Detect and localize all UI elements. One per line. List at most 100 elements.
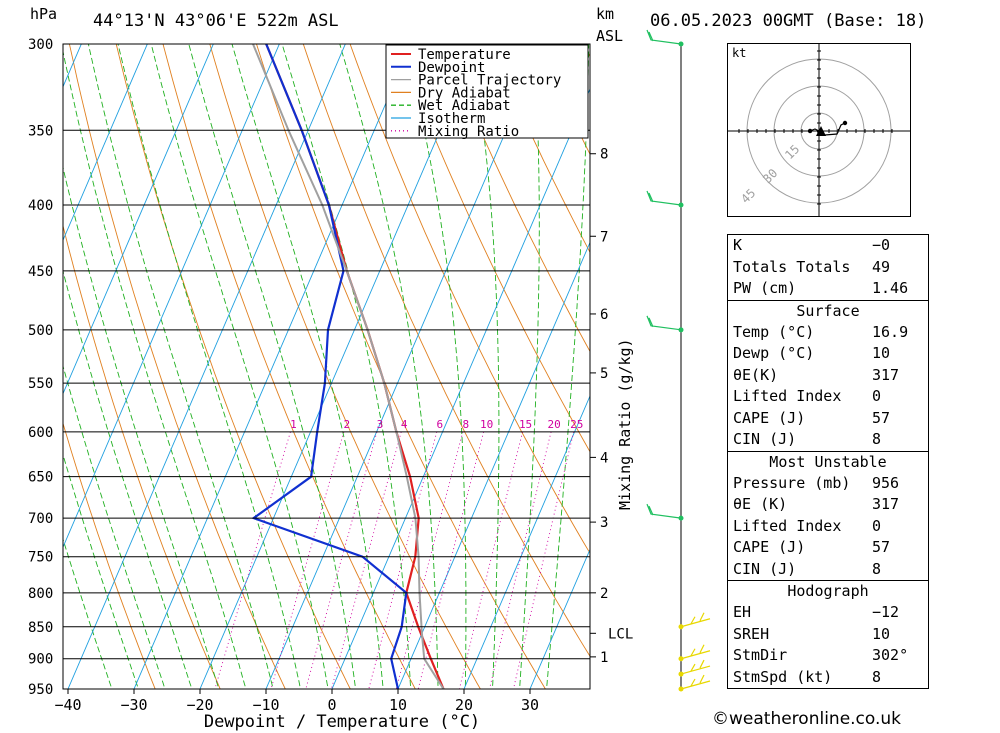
wet-adiabat [117, 44, 302, 689]
dry-adiabat [396, 44, 590, 453]
dry-adiabat [489, 44, 590, 254]
hodograph-ring-label-30: 30 [760, 166, 780, 186]
wind-barb [646, 503, 682, 519]
km-tick-label: 2 [600, 586, 608, 602]
mu-li-label: Lifted Index [733, 516, 842, 535]
pressure-label: 950 [28, 682, 53, 698]
x-tick-label: −10 [252, 696, 279, 714]
x-tick-label: −30 [120, 696, 147, 714]
pressure-label: 650 [28, 470, 53, 486]
dry-adiabat [209, 44, 481, 689]
isotherm [67, 44, 346, 689]
isotherm [63, 44, 280, 549]
wet-adiabat [403, 44, 467, 689]
storm-motion-marker [816, 126, 826, 136]
pressure-label: 700 [28, 511, 53, 527]
mixing-ratio-line [330, 431, 402, 689]
wet-adiabat [63, 269, 193, 689]
legend-label: Wet Adiabat [418, 98, 511, 114]
wet-adiabat [63, 49, 247, 689]
x-tick-label: 30 [521, 696, 539, 714]
legend-label: Isotherm [418, 111, 485, 127]
hodograph-unit: kt [732, 46, 747, 60]
km-unit-label: km [596, 5, 615, 23]
surface-li-label: Lifted Index [733, 387, 842, 405]
legend-label: Temperature [418, 47, 511, 63]
wind-barb [646, 29, 682, 45]
wind-barb [680, 612, 711, 628]
eh-label: EH [733, 603, 752, 621]
pw-label: PW (cm) [733, 279, 797, 297]
stmspd-label: StmSpd (kt) [733, 667, 833, 686]
hodograph-point [807, 128, 813, 134]
mu-theta-label: θE (K) [733, 495, 788, 513]
legend-label: Mixing Ratio [418, 124, 519, 140]
wet-adiabat [63, 453, 139, 689]
km-tick-label: 6 [600, 307, 608, 323]
mixing-ratio-label: 2 [344, 418, 351, 431]
mixing-ratio-line [305, 431, 378, 689]
km-tick-label: 1 [600, 650, 608, 666]
isotherm [529, 548, 590, 689]
mixing-ratio-label: 3 [377, 418, 384, 431]
mu-cin-label: CIN (J) [733, 559, 797, 578]
surface-temp-value: 16.9 [872, 322, 909, 341]
hodograph-trace [809, 122, 846, 136]
surface-temp-label: Temp (°C) [733, 322, 815, 341]
dry-adiabat [302, 44, 590, 658]
surface-cape-label: CAPE (J) [733, 408, 806, 427]
k-index-row: K −0 [728, 235, 928, 257]
x-tick-label: −20 [186, 696, 213, 714]
wind-barb [680, 644, 711, 660]
pressure-label: 750 [28, 550, 53, 566]
hodograph-plot: 15 30 45 [728, 44, 910, 216]
dry-adiabat [443, 44, 590, 353]
wet-adiabat [546, 44, 590, 689]
wind-barb [680, 674, 711, 690]
dry-adiabat [63, 224, 221, 689]
hodograph-title: Hodograph [787, 582, 869, 600]
hodograph-section: Hodograph EH −12 SREH 10 StmDir 302° StmSpd… [728, 580, 928, 688]
totals-label: Totals Totals [733, 257, 851, 276]
wet-adiabat [339, 44, 439, 689]
sreh-value: 10 [872, 624, 891, 643]
isotherm [463, 394, 590, 689]
mixing-ratio-line [368, 431, 438, 689]
credit-link[interactable]: ©weatheronline.co.uk [712, 709, 902, 729]
dry-adiabat [162, 44, 416, 689]
pressure-label: 900 [28, 652, 53, 668]
wet-adiabat [63, 537, 113, 689]
dry-adiabat [256, 44, 546, 689]
mu-pressure-value: 956 [872, 473, 900, 492]
pressure-label: 300 [28, 37, 53, 53]
dry-adiabat [349, 44, 590, 555]
dry-adiabat [115, 44, 351, 689]
hodograph-panel: kt 15 30 45 [727, 43, 911, 217]
km-tick-label: 7 [600, 229, 608, 245]
mu-li-value: 0 [872, 516, 882, 535]
wet-adiabat [87, 44, 274, 689]
mixing-ratio-label: 20 [547, 418, 560, 431]
pressure-label: 500 [28, 323, 53, 339]
isotherm [63, 44, 148, 242]
k-index-value: −0 [872, 236, 891, 254]
mixing-ratio-line [270, 431, 345, 689]
x-tick-label: −40 [54, 696, 81, 714]
x-tick-label: 20 [455, 696, 473, 714]
pressure-label: 450 [28, 264, 53, 280]
mixing-ratio-label: 8 [463, 418, 470, 431]
dry-adiabat [63, 421, 156, 689]
stmdir-value: 302° [872, 646, 909, 664]
wet-adiabat [63, 364, 166, 689]
surface-cape-value: 57 [872, 408, 891, 427]
datetime-title: 06.05.2023 00GMT (Base: 18) [650, 11, 927, 31]
plot-frame [62, 43, 591, 690]
mixing-ratio-label: 25 [570, 418, 583, 431]
indices-panel: K −0 Totals Totals 49 PW (cm) 1.46 Surface … [727, 234, 929, 689]
pressure-label: 350 [28, 123, 53, 139]
isotherm [0, 25, 24, 695]
mixing-ratio-label: 10 [480, 418, 493, 431]
hodograph-ring-label-15: 15 [782, 142, 802, 162]
mixing-ratio-label: 4 [401, 418, 408, 431]
